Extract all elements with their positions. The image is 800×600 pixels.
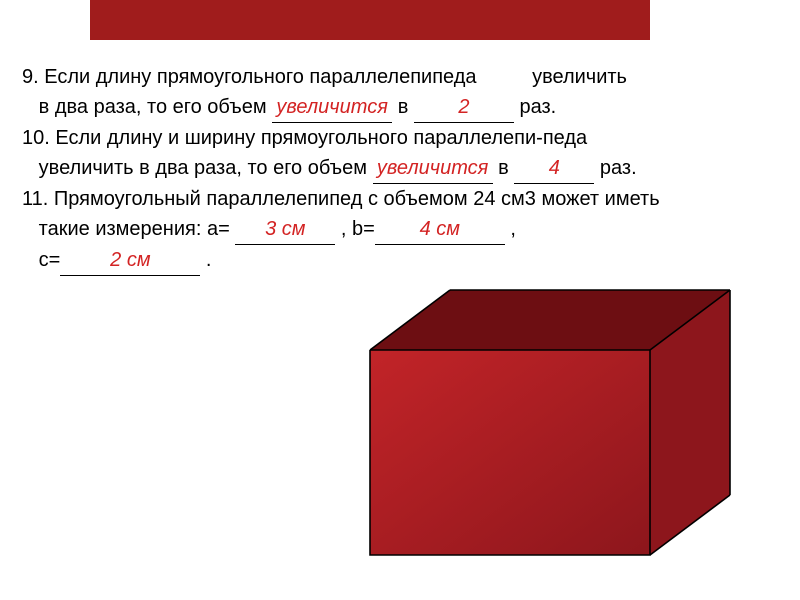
q11-text-b: такие измерения: a= — [39, 218, 230, 240]
q11-blank-b: 4 см — [375, 214, 505, 245]
q9-blank-2: 2 — [414, 92, 514, 123]
q10-text-c: в — [498, 157, 509, 179]
question-9: 9. Если длину прямоугольного параллелепи… — [22, 62, 778, 123]
q11-answer-a: 3 см — [265, 218, 305, 240]
q9-text-d: в — [398, 96, 409, 118]
q10-text-b: увеличить в два раза, то его объем — [39, 157, 367, 179]
cuboid-front-face — [370, 350, 650, 555]
q11-answer-c: 2 см — [110, 249, 150, 271]
q10-answer-1: увеличится — [377, 157, 488, 179]
q9-answer-2: 2 — [458, 96, 469, 118]
q9-text-c: в два раза, то его объем — [39, 96, 267, 118]
q9-text-b: увеличить — [532, 66, 627, 88]
q9-text-e: раз. — [519, 96, 556, 118]
q11-text-c: , b= — [341, 218, 375, 240]
q11-blank-c: 2 см — [60, 245, 200, 276]
top-accent-bar — [90, 0, 650, 40]
q10-text-d: раз. — [600, 157, 637, 179]
q11-text-f: . — [206, 249, 212, 271]
q11-blank-a: 3 см — [235, 214, 335, 245]
questions-block: 9. Если длину прямоугольного параллелепи… — [22, 62, 778, 276]
cuboid-figure — [360, 280, 740, 570]
q11-answer-b: 4 см — [420, 218, 460, 240]
q10-text-a: 10. Если длину и ширину прямоугольного п… — [22, 127, 587, 149]
q9-text-a: 9. Если длину прямоугольного параллелепи… — [22, 66, 477, 88]
question-10: 10. Если длину и ширину прямоугольного п… — [22, 123, 778, 184]
q10-blank-2: 4 — [514, 153, 594, 184]
q10-blank-1: увеличится — [373, 153, 493, 184]
question-11: 11. Прямоугольный параллелепипед с объем… — [22, 184, 778, 276]
q11-text-e: c= — [39, 249, 61, 271]
q9-blank-1: увеличится — [272, 92, 392, 123]
q10-answer-2: 4 — [549, 157, 560, 179]
q9-answer-1: увеличится — [276, 96, 387, 118]
q11-text-a: 11. Прямоугольный параллелепипед с объем… — [22, 188, 660, 210]
q11-text-d: , — [510, 218, 516, 240]
